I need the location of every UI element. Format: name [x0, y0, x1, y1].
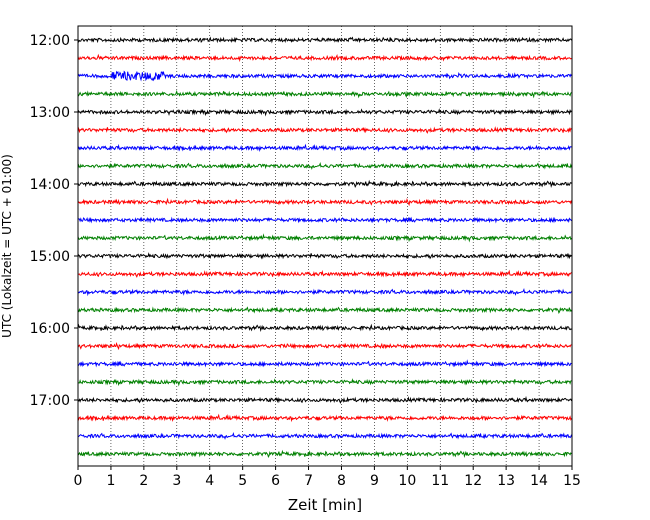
x-tick-label: 8 — [337, 473, 346, 489]
x-tick-label: 15 — [563, 473, 581, 489]
plot-frame — [77, 25, 573, 467]
trace-1745 — [77, 449, 572, 459]
y-tick-label: 16:00 — [30, 321, 70, 337]
trace-1700 — [77, 395, 572, 404]
x-tick-label: 5 — [238, 473, 247, 489]
x-tick-label: 0 — [74, 473, 83, 489]
trace-1330 — [77, 143, 572, 153]
trace-1430 — [77, 216, 572, 224]
x-tick-label: 11 — [431, 473, 449, 489]
x-tick-label: 13 — [497, 473, 515, 489]
trace-1200 — [77, 36, 572, 44]
trace-1645 — [77, 378, 572, 387]
trace-1630 — [77, 359, 572, 368]
x-axis-ticks: 0 1 2 3 4 5 6 7 8 9 10 11 12 13 14 15 — [74, 466, 581, 489]
y-tick-label: 12:00 — [30, 33, 70, 49]
y-axis-label: UTC (Lokalzeit = UTC + 01:00) — [0, 154, 14, 338]
x-tick-label: 1 — [106, 473, 115, 489]
x-tick-label: 14 — [530, 473, 548, 489]
x-tick-label: 3 — [172, 473, 181, 489]
vertical-gridlines — [110, 26, 540, 466]
x-axis-label: Zeit [min] — [288, 496, 362, 514]
x-tick-label: 6 — [271, 473, 280, 489]
trace-1615 — [77, 342, 572, 351]
trace-1715 — [77, 413, 572, 423]
trace-1445 — [77, 233, 572, 243]
trace-1500 — [77, 252, 572, 260]
x-tick-label: 10 — [398, 473, 416, 489]
y-tick-label: 13:00 — [30, 105, 70, 121]
x-tick-label: 9 — [370, 473, 379, 489]
trace-1345 — [77, 161, 572, 170]
trace-1400 — [77, 179, 572, 189]
y-axis-ticks: 12:00 13:00 14:00 15:00 16:00 17:00 — [30, 33, 78, 409]
trace-1530 — [77, 287, 572, 297]
trace-1300 — [77, 108, 572, 117]
x-tick-label: 7 — [304, 473, 313, 489]
trace-1230 — [77, 70, 572, 82]
trace-1315 — [77, 126, 572, 134]
seismogram-traces — [77, 36, 572, 459]
trace-1415 — [77, 197, 572, 207]
trace-1245 — [77, 89, 572, 99]
y-tick-label: 15:00 — [30, 249, 70, 265]
trace-1545 — [77, 306, 572, 314]
y-tick-label: 14:00 — [30, 177, 70, 193]
trace-1600 — [77, 323, 572, 333]
trace-1215 — [77, 53, 572, 63]
trace-1515 — [77, 269, 572, 278]
x-tick-label: 12 — [464, 473, 482, 489]
trace-1730 — [77, 431, 572, 440]
y-tick-label: 17:00 — [30, 393, 70, 409]
x-tick-label: 2 — [139, 473, 148, 489]
x-tick-label: 4 — [205, 473, 214, 489]
